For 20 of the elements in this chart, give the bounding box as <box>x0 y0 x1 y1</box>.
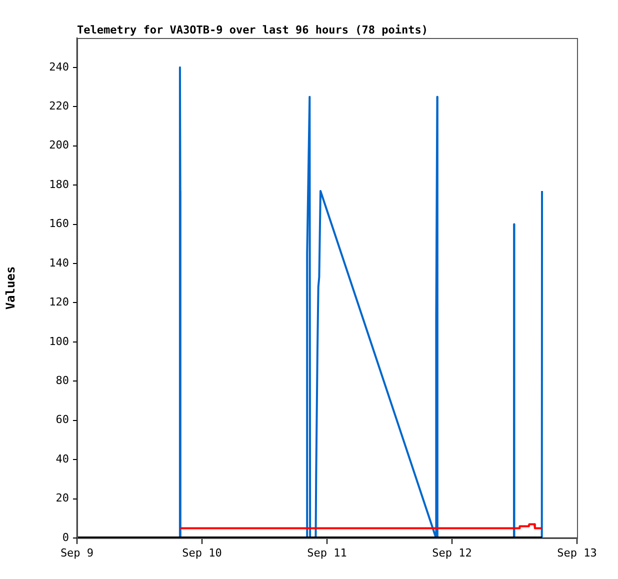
y-tick-label: 60 <box>56 413 69 426</box>
y-tick-label: 140 <box>49 256 69 270</box>
y-tick-label: 220 <box>49 99 69 112</box>
y-tick-label: 240 <box>49 60 69 74</box>
y-tick-label: 20 <box>56 492 69 505</box>
x-tick-label: Sep 11 <box>307 546 347 560</box>
y-tick-label: 180 <box>49 178 69 191</box>
y-tick-label: 80 <box>56 374 69 387</box>
chart-title: Telemetry for VA3OTB-9 over last 96 hours (78 points) <box>77 23 428 36</box>
y-tick-label: 160 <box>49 217 69 230</box>
x-tick-label: Sep 12 <box>432 546 472 560</box>
x-tick-label: Sep 10 <box>182 546 222 560</box>
y-axis-title: Values <box>3 266 18 310</box>
y-tick-label: 0 <box>62 530 69 544</box>
y-tick-label: 120 <box>49 296 69 309</box>
x-tick-label: Sep 13 <box>557 546 597 560</box>
y-tick-label: 200 <box>49 138 69 152</box>
y-tick-label: 100 <box>49 334 69 348</box>
x-tick-label: Sep 9 <box>60 546 94 560</box>
y-tick-label: 40 <box>56 452 69 466</box>
